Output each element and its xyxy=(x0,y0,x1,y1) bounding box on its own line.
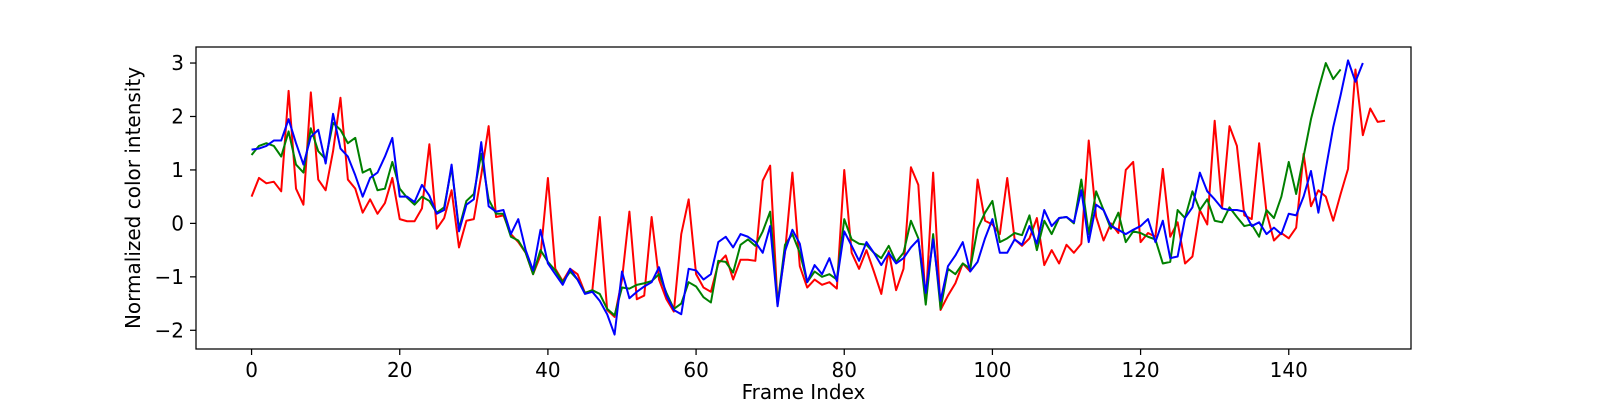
x-tick-label: 40 xyxy=(535,358,560,382)
y-tick-label: −1 xyxy=(155,265,184,289)
x-tick-label: 0 xyxy=(245,358,258,382)
x-tick-label: 120 xyxy=(1121,358,1159,382)
x-tick-label: 60 xyxy=(683,358,708,382)
x-axis: 0 20 40 60 80 100 120 140 xyxy=(245,349,1308,382)
x-tick-label: 100 xyxy=(973,358,1011,382)
y-axis: −2 −1 0 1 2 3 xyxy=(155,51,196,342)
y-tick-label: 2 xyxy=(171,104,184,128)
series-line-2 xyxy=(250,62,1342,317)
series-layer xyxy=(250,59,1386,336)
y-tick-label: 0 xyxy=(171,211,184,235)
series-line-3 xyxy=(251,59,1364,336)
y-tick-label: 1 xyxy=(171,158,184,182)
y-axis-label: Normalized color intensity xyxy=(121,67,145,329)
x-axis-label: Frame Index xyxy=(742,380,866,400)
x-tick-label: 140 xyxy=(1270,358,1308,382)
x-tick-label: 80 xyxy=(832,358,857,382)
series-line-1 xyxy=(250,68,1386,318)
x-tick-label: 20 xyxy=(387,358,412,382)
y-tick-label: −2 xyxy=(155,318,184,342)
plot-frame xyxy=(195,46,1412,350)
y-tick-label: 3 xyxy=(171,51,184,75)
